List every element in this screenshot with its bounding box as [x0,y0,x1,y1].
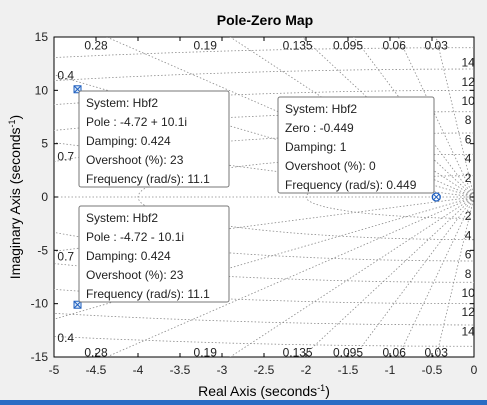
x-tick-label: -4 [133,363,144,377]
damping-label-0.4: 0.4 [57,68,74,82]
freq-label-12: 12 [461,75,475,89]
datatip-line: Damping: 1 [285,140,347,154]
x-tick-label: -4.5 [86,363,107,377]
freq-label-8: 8 [465,113,472,127]
x-tick-label: -0.5 [422,363,443,377]
datatip-line: System: Hbf2 [285,102,357,116]
y-tick-label: -10 [31,297,49,311]
damping-label-0.4: 0.4 [57,331,74,345]
y-axis-label: Imaginary Axis (seconds-1) [7,115,23,279]
y-tick-label: 10 [35,83,49,97]
datatip-box [78,205,230,303]
damping-label-0.06: 0.06 [383,346,407,360]
x-tick-label: -5 [49,363,60,377]
zero-datatip-x [432,193,440,201]
damping-label-0.19: 0.19 [194,346,218,360]
freq-label-6: 6 [465,132,472,146]
datatip-2: System: Hbf2 Zero : -0.449 Damping: 1 Overs… [277,96,435,194]
datatip-line: System: Hbf2 [86,96,158,110]
datatip-3: System: Hbf2 Pole : -4.72 - 10.1i Damping:… [78,205,230,303]
y-tick-label: -5 [37,243,48,257]
datatip-line: Damping: 0.424 [86,134,171,148]
freq-label-4: 4 [465,228,472,242]
x-tick-label: -3 [217,363,228,377]
freq-label-2: 2 [465,171,472,185]
window-bottom-bar [0,400,487,405]
x-tick-label: -2.5 [254,363,275,377]
datatip-line: Frequency (rad/s): 11.1 [86,287,210,301]
freq-label-8: 8 [465,267,472,281]
y-tick-label: 15 [35,30,49,44]
zero-marker [431,192,441,202]
freq-label-14: 14 [461,56,475,70]
datatip-line: Pole : -4.72 - 10.1i [86,230,184,244]
freq-label-10: 10 [461,286,475,300]
datatip-line: Frequency (rad/s): 11.1 [86,172,210,186]
damping-label-0.03: 0.03 [425,39,449,53]
damping-label-0.28: 0.28 [84,346,108,360]
damping-label-0.19: 0.19 [194,39,218,53]
datatip-line: Damping: 0.424 [86,249,171,263]
damping-label-0.06: 0.06 [383,39,407,53]
datatip-line: Overshoot (%): 0 [285,159,376,173]
damping-label-0.03: 0.03 [425,346,449,360]
x-tick-label: -1.5 [338,363,359,377]
freq-label-6: 6 [465,248,472,262]
datatip-line: System: Hbf2 [86,211,158,225]
y-tick-label: 0 [41,190,48,204]
damping-label-0.135: 0.135 [283,346,313,360]
pole-x [74,301,81,309]
damping-label-0.28: 0.28 [84,39,108,53]
x-tick-label: 0 [471,363,478,377]
datatip-line: Frequency (rad/s): 0.449 [285,178,417,192]
y-tick-label: 5 [41,137,48,151]
datatip-line: Overshoot (%): 23 [86,153,184,167]
pole-zero-markers [73,85,441,309]
damping-label-0.095: 0.095 [333,39,363,53]
datatip-line: Overshoot (%): 23 [86,268,184,282]
freq-label-2: 2 [465,209,472,223]
freq-label-10: 10 [461,94,475,108]
datatip-box [277,96,435,194]
damping-label-0.135: 0.135 [283,39,313,53]
x-tick-label: -3.5 [170,363,191,377]
damping-label-0.095: 0.095 [333,346,363,360]
freq-label-12: 12 [461,305,475,319]
axis-ticks: -5 -4.5 -4 -3.5 -3 -2.5 -2 -1.5 -1 -0.5 0151050-5-… [31,30,478,377]
x-tick-label: -2 [301,363,312,377]
freq-label-4: 4 [465,152,472,166]
damping-label-0.7: 0.7 [57,149,74,163]
damping-label-0.7: 0.7 [57,250,74,264]
freq-label-14: 14 [461,324,475,338]
chart-title: Pole-Zero Map [217,12,313,28]
datatips: System: Hbf2 Pole : -4.72 + 10.1i Damping:… [78,90,435,303]
datatip-1: System: Hbf2 Pole : -4.72 + 10.1i Damping:… [78,90,230,188]
datatip-line: Pole : -4.72 + 10.1i [86,115,187,129]
y-tick-label: -15 [31,350,49,364]
damping-ray [229,196,474,357]
datatip-box [78,90,230,188]
damping-ray [353,196,474,357]
x-tick-label: -1 [385,363,396,377]
datatip-line: Zero : -0.449 [285,121,354,135]
x-axis-label: Real Axis (seconds-1) [198,383,330,399]
